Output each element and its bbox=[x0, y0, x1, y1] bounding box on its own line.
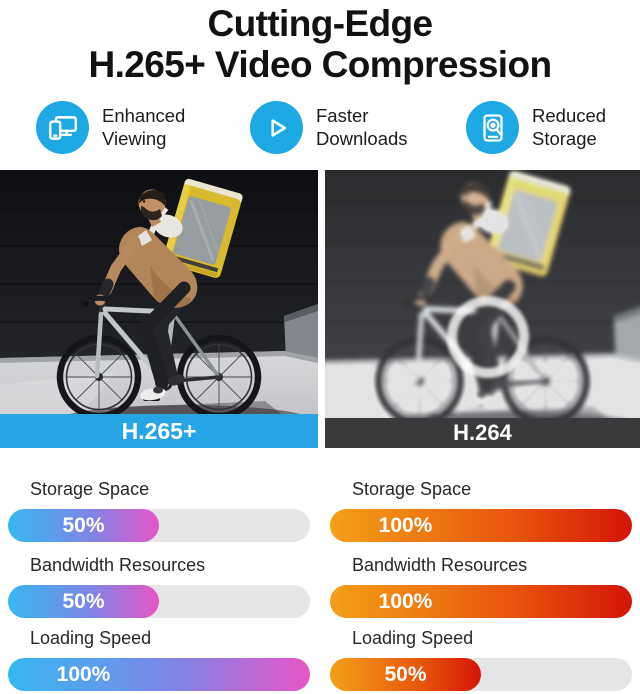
title-line-1: Cutting-Edge bbox=[207, 3, 433, 44]
progress-bar-bandwidth-h264: 100% bbox=[330, 585, 632, 618]
bar-label: Loading Speed bbox=[30, 628, 152, 648]
feature-label: Reduced Storage bbox=[532, 105, 607, 149]
progress-fill bbox=[330, 658, 481, 691]
bar-label: Storage Space bbox=[30, 479, 150, 499]
stats-column-h264: Storage Space 100% Bandwidth Resources 1… bbox=[322, 460, 640, 694]
feature-label: Faster Downloads bbox=[316, 105, 408, 149]
progress-bar-loading-h264: 50% bbox=[330, 658, 632, 691]
progress-value: 50% bbox=[62, 589, 105, 613]
stats-column-h265: Storage Space 50% Bandwidth Resources 50… bbox=[0, 460, 320, 694]
codec-label: H.265+ bbox=[121, 417, 197, 444]
storage-search-icon bbox=[466, 101, 519, 154]
feature-enhanced-viewing: Enhanced Viewing bbox=[36, 101, 210, 154]
feature-reduced-storage: Reduced Storage bbox=[466, 101, 640, 154]
cyclist-figure bbox=[83, 178, 243, 401]
delivery-backpack bbox=[485, 171, 571, 277]
progress-fill bbox=[330, 509, 632, 542]
play-icon bbox=[250, 101, 303, 154]
progress-bar-storage-h265: 50% bbox=[8, 509, 310, 542]
progress-value: 100% bbox=[378, 589, 433, 613]
photo-h265-panel: H.265+ bbox=[0, 170, 318, 448]
title-line-2: H.265+ Video Compression bbox=[88, 44, 552, 85]
codec-banner-h264: H.264 bbox=[325, 418, 640, 448]
photo-h264-panel: H.264 bbox=[325, 170, 640, 448]
cyclist-photo-illustration bbox=[0, 170, 318, 448]
progress-bar-storage-h264: 100% bbox=[330, 509, 632, 542]
progress-value: 50% bbox=[384, 662, 427, 686]
bar-label: Loading Speed bbox=[352, 628, 474, 648]
progress-fill bbox=[8, 509, 159, 542]
progress-fill bbox=[8, 585, 159, 618]
bar-label: Bandwidth Resources bbox=[30, 555, 206, 575]
page-title: Cutting-Edge H.265+ Video Compression bbox=[0, 3, 640, 85]
codec-banner-h265: H.265+ bbox=[0, 414, 318, 448]
feature-label: Enhanced Viewing bbox=[102, 105, 186, 149]
feature-faster-downloads: Faster Downloads bbox=[250, 101, 424, 154]
progress-bar-bandwidth-h265: 50% bbox=[8, 585, 310, 618]
progress-value: 100% bbox=[378, 513, 433, 537]
progress-value: 50% bbox=[62, 513, 105, 537]
bar-label: Bandwidth Resources bbox=[352, 555, 528, 575]
devices-icon bbox=[36, 101, 89, 154]
progress-bar-loading-h265: 100% bbox=[8, 658, 310, 691]
progress-value: 100% bbox=[56, 662, 111, 686]
codec-label: H.264 bbox=[453, 420, 512, 445]
bar-label: Storage Space bbox=[352, 479, 472, 499]
cyclist-figure bbox=[402, 171, 571, 406]
progress-fill bbox=[330, 585, 632, 618]
compression-artifact-ring bbox=[447, 296, 529, 378]
progress-fill bbox=[8, 658, 310, 691]
